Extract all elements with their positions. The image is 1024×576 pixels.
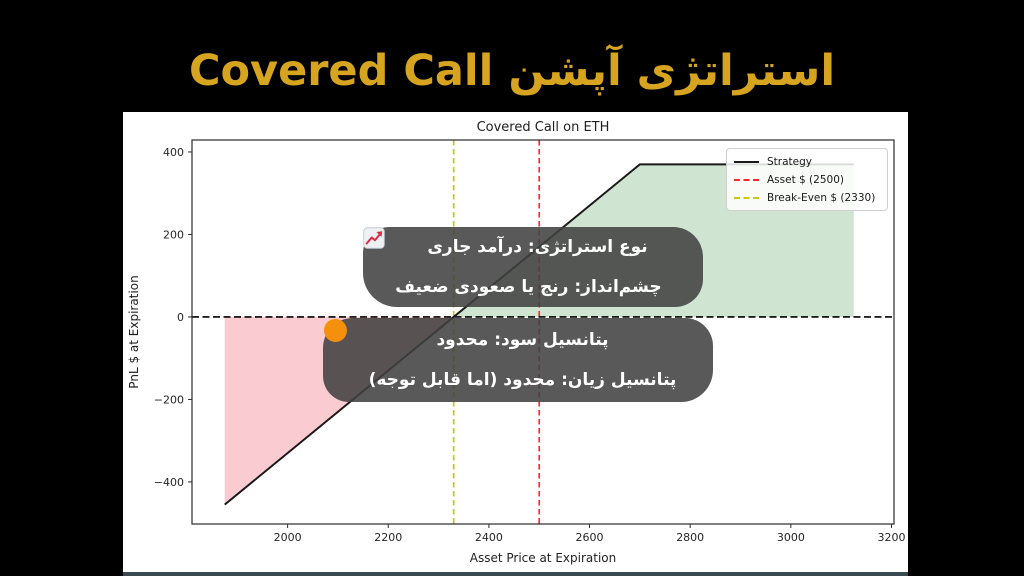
y-tick-label: −400 bbox=[154, 476, 184, 489]
annotation-line: پتانسیل سود: محدود bbox=[323, 318, 713, 360]
annotation-line: نوع استراتژی: درآمد جاری bbox=[363, 227, 703, 267]
x-axis-label: Asset Price at Expiration bbox=[470, 551, 616, 565]
annotation-text: پتانسیل سود: محدود bbox=[436, 330, 609, 350]
legend-entry: Asset $ (2500) bbox=[734, 172, 880, 187]
bottom-bar bbox=[123, 572, 908, 576]
page-title: استراتژی آپشن Covered Call bbox=[188, 45, 836, 96]
x-tick-label: 3200 bbox=[877, 531, 905, 544]
y-tick-label: 0 bbox=[177, 311, 184, 324]
y-tick-label: 200 bbox=[163, 228, 184, 241]
chart-figure: 2000 2200 2400 2600 2800 3000 3200 −400 −200 0 200… bbox=[123, 112, 908, 572]
x-tick-label: 2000 bbox=[274, 531, 302, 544]
x-tick-label: 2800 bbox=[676, 531, 704, 544]
legend: Strategy Asset $ (2500) Break-Even $ (2330… bbox=[726, 148, 888, 211]
x-tick-label: 2200 bbox=[374, 531, 402, 544]
legend-line-sample bbox=[734, 160, 759, 163]
annotation-text: چشم‌انداز: رنج یا صعودی ضعیف bbox=[395, 277, 662, 297]
annotation-text: پتانسیل زیان: محدود (اما قابل توجه) bbox=[368, 370, 677, 390]
annotation-line: پتانسیل زیان: محدود (اما قابل توجه) bbox=[323, 319, 713, 400]
x-tick-label: 2400 bbox=[475, 531, 503, 544]
legend-label: Asset $ (2500) bbox=[767, 173, 844, 186]
annotation-text: نوع استراتژی: درآمد جاری bbox=[427, 237, 648, 257]
chart-title: Covered Call on ETH bbox=[477, 120, 610, 135]
y-tick-label: 400 bbox=[163, 146, 184, 159]
legend-entry: Break-Even $ (2330) bbox=[734, 190, 880, 205]
legend-label: Break-Even $ (2330) bbox=[767, 191, 876, 204]
legend-line-sample bbox=[734, 196, 759, 199]
annotation-bubble-potential-info: پتانسیل سود: محدود پتانسیل زیان: محدود (ا… bbox=[323, 318, 713, 402]
legend-label: Strategy bbox=[767, 155, 812, 168]
x-tick-label: 2600 bbox=[576, 531, 604, 544]
annotation-bubble-strategy-info: نوع استراتژی: درآمد جاری چشم‌انداز: رنج ی… bbox=[363, 227, 703, 307]
y-axis-label: PnL $ at Expiration bbox=[127, 275, 141, 388]
legend-line-sample bbox=[734, 178, 759, 181]
plot-spines bbox=[191, 139, 895, 525]
x-tick-label: 3000 bbox=[777, 531, 805, 544]
y-tick-label: −200 bbox=[154, 393, 184, 406]
annotation-line: چشم‌انداز: رنج یا صعودی ضعیف bbox=[363, 227, 703, 307]
legend-entry: Strategy bbox=[734, 154, 880, 169]
